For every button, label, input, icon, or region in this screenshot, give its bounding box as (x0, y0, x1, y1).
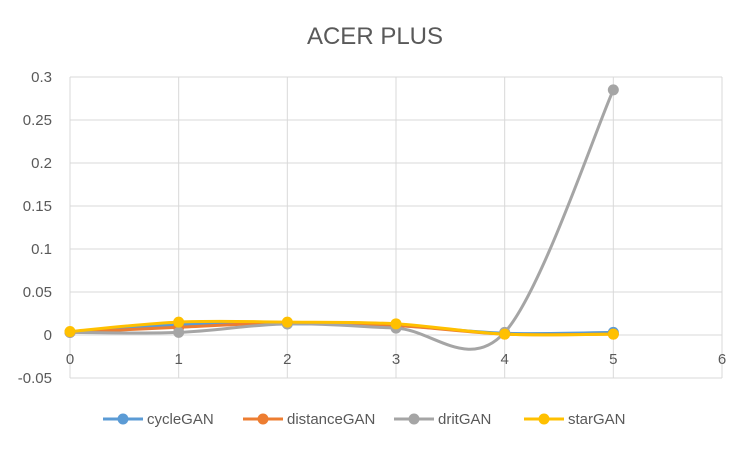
legend-swatch-marker (538, 413, 550, 425)
series-lines (68, 88, 615, 351)
tick-labels: 0.3 0.25 0.2 0.15 0.1 0.05 0 -0.05 0 1 2 3 4 5 6 (18, 69, 726, 387)
legend-label: distanceGAN (287, 411, 375, 428)
y-tick-label: 0.1 (31, 241, 52, 258)
legend: cycleGAN distanceGAN dritGAN starGAN (103, 411, 626, 428)
data-point-starGAN (173, 316, 185, 328)
legend-swatch-marker (257, 413, 269, 425)
x-tick-label: 6 (718, 351, 726, 368)
legend-item-cycleGAN: cycleGAN (103, 411, 214, 428)
y-tick-label: 0.25 (23, 112, 52, 129)
legend-item-dritGAN: dritGAN (394, 411, 491, 428)
legend-item-distanceGAN: distanceGAN (243, 411, 375, 428)
x-tick-label: 0 (66, 351, 74, 368)
data-point-dritGAN (173, 326, 185, 338)
chart-title: ACER PLUS (307, 23, 443, 50)
legend-item-starGAN: starGAN (524, 411, 626, 428)
y-tick-label: -0.05 (18, 370, 52, 387)
data-point-starGAN (390, 318, 402, 330)
data-point-dritGAN (607, 84, 619, 96)
legend-label: starGAN (568, 411, 626, 428)
x-tick-label: 1 (174, 351, 182, 368)
x-tick-label: 2 (283, 351, 291, 368)
y-tick-label: 0 (44, 327, 52, 344)
series-markers (64, 84, 619, 340)
x-tick-label: 4 (500, 351, 508, 368)
series-line-dritGAN (68, 88, 615, 351)
y-tick-label: 0.05 (23, 284, 52, 301)
legend-swatch-marker (408, 413, 420, 425)
data-point-starGAN (499, 328, 511, 340)
legend-label: cycleGAN (147, 411, 214, 428)
data-point-starGAN (281, 316, 293, 328)
data-point-starGAN (64, 326, 76, 338)
x-tick-label: 5 (609, 351, 617, 368)
legend-label: dritGAN (438, 411, 491, 428)
x-tick-label: 3 (392, 351, 400, 368)
y-tick-label: 0.3 (31, 69, 52, 86)
y-tick-label: 0.15 (23, 198, 52, 215)
data-point-starGAN (607, 328, 619, 340)
series-line-starGAN (68, 319, 615, 337)
legend-swatch-marker (117, 413, 129, 425)
y-tick-label: 0.2 (31, 155, 52, 172)
